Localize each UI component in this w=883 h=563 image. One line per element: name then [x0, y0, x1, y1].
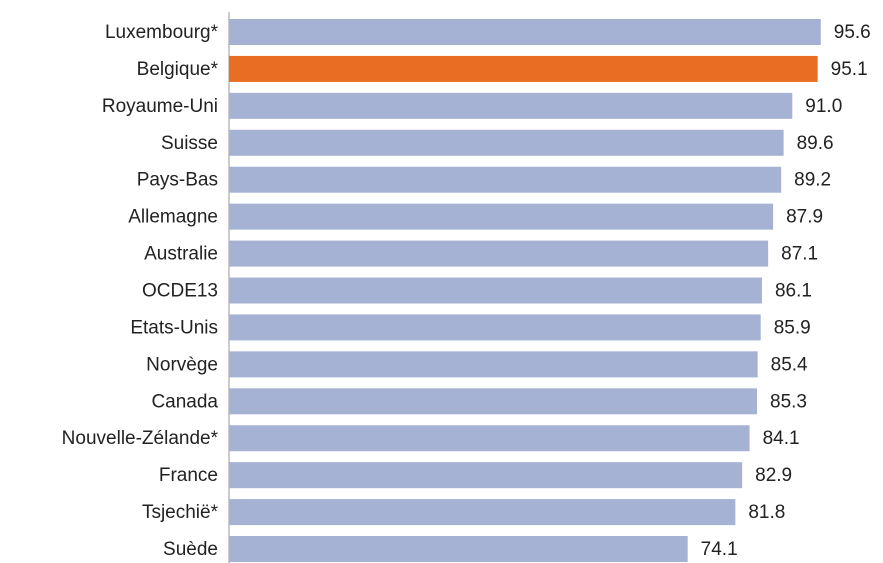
value-label: 85.9 [774, 317, 811, 338]
value-label: 86.1 [775, 281, 812, 302]
bar [229, 129, 784, 156]
category-label: Canada [151, 391, 218, 412]
bar [229, 166, 782, 193]
value-label: 82.9 [755, 465, 792, 486]
value-label: 95.6 [834, 22, 871, 43]
value-label: 89.6 [797, 133, 834, 154]
bar [229, 351, 758, 378]
value-label: 95.1 [831, 59, 868, 80]
category-label: Royaume-Uni [102, 96, 218, 117]
bar [229, 462, 743, 489]
category-label: Etats-Unis [130, 317, 218, 338]
category-label: Tsjechië* [142, 502, 219, 523]
value-label: 89.2 [794, 170, 831, 191]
category-label: Australie [144, 244, 218, 265]
value-label: 81.8 [748, 502, 785, 523]
bar [229, 536, 688, 563]
bar [229, 92, 793, 119]
category-label: Luxembourg* [105, 22, 219, 43]
value-label: 85.3 [770, 391, 807, 412]
category-label: Nouvelle-Zélande* [62, 428, 219, 449]
value-label: 84.1 [763, 428, 800, 449]
bar [229, 425, 750, 452]
value-label: 85.4 [771, 354, 808, 375]
bar [229, 388, 758, 415]
value-label: 87.1 [781, 244, 818, 265]
value-label: 74.1 [701, 539, 738, 560]
category-label: Pays-Bas [137, 170, 218, 191]
bar [229, 314, 761, 341]
bar [229, 203, 774, 230]
category-label: Suisse [161, 133, 218, 154]
bar [229, 499, 736, 526]
bar [229, 240, 769, 267]
value-label: 87.9 [786, 207, 823, 228]
bar [229, 19, 821, 45]
category-label: Belgique* [137, 59, 219, 80]
bar [229, 277, 762, 304]
category-label: OCDE13 [142, 281, 218, 302]
category-label: France [159, 465, 218, 486]
category-label: Norvège [146, 354, 218, 375]
bar [229, 55, 818, 82]
value-label: 91.0 [805, 96, 842, 117]
category-label: Suède [163, 539, 218, 560]
category-label: Allemagne [128, 207, 218, 228]
